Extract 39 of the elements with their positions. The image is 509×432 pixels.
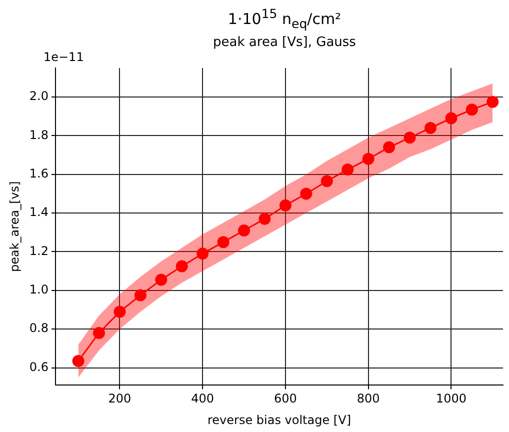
x-tick-label: 400 [191, 392, 214, 406]
point [300, 188, 312, 200]
point [362, 152, 374, 165]
point [238, 224, 250, 236]
point [383, 141, 396, 154]
point [320, 175, 333, 188]
text: 1e−11 [43, 50, 84, 64]
x-tick-label: 200 [108, 392, 132, 406]
point [72, 355, 84, 368]
x-tick-label: 800 [356, 392, 380, 406]
point [445, 112, 458, 124]
x-tick-label: 600 [274, 392, 297, 406]
point [486, 96, 499, 108]
y-tick-label: 2.0 [29, 89, 48, 104]
y-tick-label: 0.6 [29, 360, 48, 374]
point [114, 306, 126, 318]
point [217, 236, 230, 248]
y-tick-label: 1.6 [29, 166, 48, 181]
y-axis-title: peak_area_[vs] [7, 181, 22, 272]
x-axis-title: reverse bias voltage [V] [207, 412, 351, 427]
point [258, 212, 271, 225]
point [196, 248, 209, 260]
point [92, 326, 105, 339]
y-tick-label: 1.4 [29, 205, 48, 220]
y-tick-label: 1.2 [29, 244, 48, 258]
point [176, 260, 188, 272]
point [155, 274, 168, 286]
chart-title: 1·10$^{15}$ n$_{eq}$/cm² [226, 5, 342, 33]
y-tick-label: 0.8 [29, 321, 48, 336]
point [342, 164, 354, 176]
x-tick-label: 1000 [436, 392, 466, 406]
point [134, 289, 146, 302]
point [424, 122, 436, 134]
point [466, 104, 478, 116]
point [404, 132, 416, 144]
y-tick-label: 1.0 [29, 282, 48, 297]
y-tick-label: 1.8 [29, 128, 48, 142]
point [279, 199, 292, 212]
chart-subtitle: peak area [Vs], Gauss [212, 34, 357, 52]
